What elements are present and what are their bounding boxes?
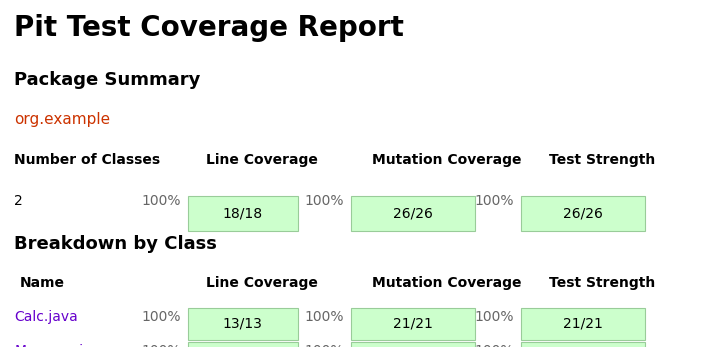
Text: Pit Test Coverage Report: Pit Test Coverage Report <box>14 14 404 42</box>
Text: Test Strength: Test Strength <box>549 276 656 289</box>
FancyBboxPatch shape <box>351 308 475 340</box>
Text: Package Summary: Package Summary <box>14 71 201 90</box>
Text: 26/26: 26/26 <box>393 206 433 220</box>
Text: 100%: 100% <box>474 344 514 347</box>
Text: 21/21: 21/21 <box>393 317 433 331</box>
Text: 100%: 100% <box>141 344 181 347</box>
Text: 18/18: 18/18 <box>223 206 263 220</box>
Text: 100%: 100% <box>304 310 344 323</box>
FancyBboxPatch shape <box>351 196 475 231</box>
FancyBboxPatch shape <box>521 308 645 340</box>
Text: 100%: 100% <box>474 310 514 323</box>
FancyBboxPatch shape <box>351 342 475 347</box>
FancyBboxPatch shape <box>188 308 298 340</box>
Text: Test Strength: Test Strength <box>549 153 656 167</box>
Text: 100%: 100% <box>474 194 514 208</box>
Text: Line Coverage: Line Coverage <box>205 153 317 167</box>
Text: 26/26: 26/26 <box>563 206 603 220</box>
FancyBboxPatch shape <box>521 196 645 231</box>
Text: Line Coverage: Line Coverage <box>205 276 317 289</box>
Text: 100%: 100% <box>141 310 181 323</box>
Text: Number of Classes: Number of Classes <box>14 153 161 167</box>
Text: Name: Name <box>20 276 65 289</box>
Text: Message.java: Message.java <box>14 344 109 347</box>
FancyBboxPatch shape <box>188 342 298 347</box>
Text: 100%: 100% <box>304 194 344 208</box>
Text: Mutation Coverage: Mutation Coverage <box>372 276 521 289</box>
Text: 13/13: 13/13 <box>223 317 262 331</box>
Text: 2: 2 <box>14 194 23 208</box>
Text: org.example: org.example <box>14 112 111 127</box>
Text: Mutation Coverage: Mutation Coverage <box>372 153 521 167</box>
Text: 100%: 100% <box>141 194 181 208</box>
FancyBboxPatch shape <box>521 342 645 347</box>
Text: Breakdown by Class: Breakdown by Class <box>14 235 217 253</box>
FancyBboxPatch shape <box>188 196 298 231</box>
Text: 21/21: 21/21 <box>563 317 603 331</box>
Text: Calc.java: Calc.java <box>14 310 78 323</box>
Text: 100%: 100% <box>304 344 344 347</box>
